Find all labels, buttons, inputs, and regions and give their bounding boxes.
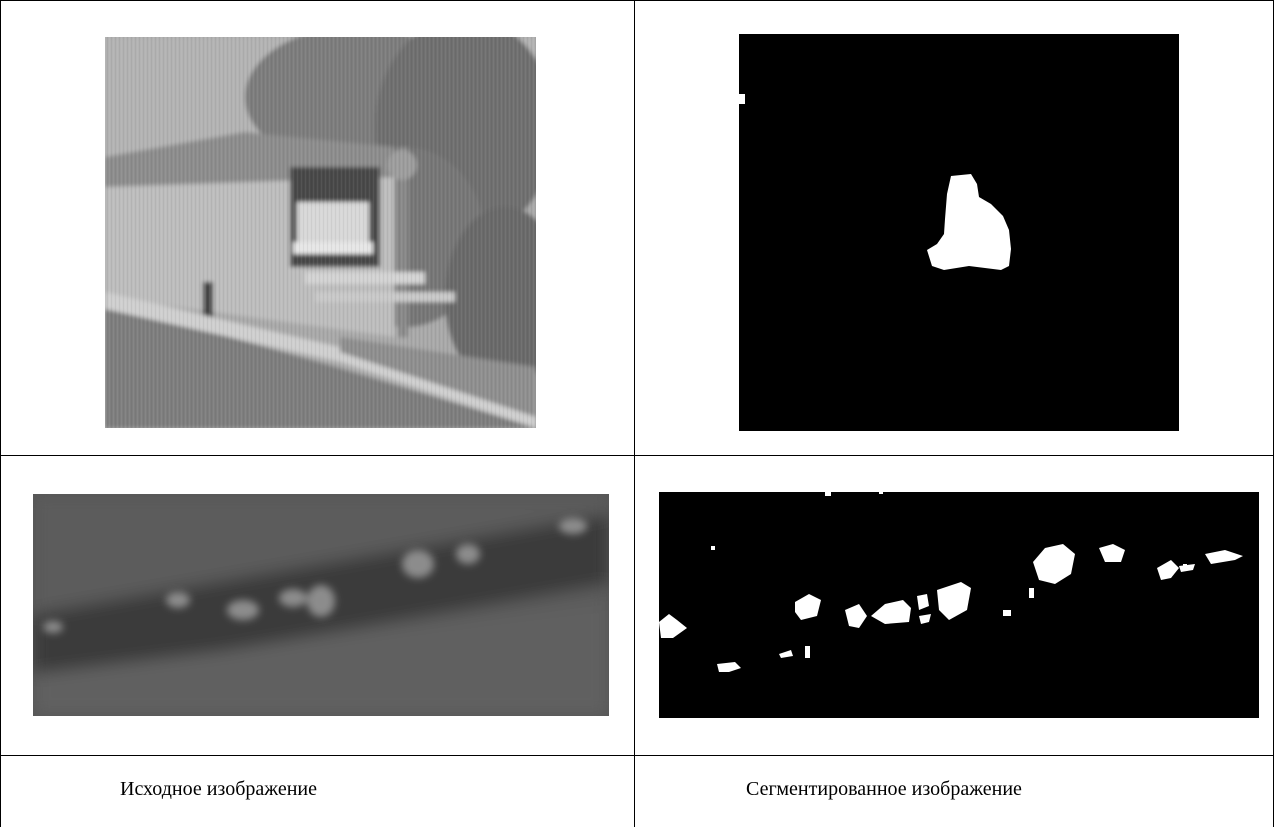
mask-blob-corner (739, 94, 745, 104)
original-image-2 (33, 494, 609, 716)
table-divider-vertical (634, 0, 635, 827)
caption-segmented: Сегментированное изображение (746, 778, 1022, 800)
caption-original: Исходное изображение (120, 778, 317, 800)
original-image-1 (105, 37, 536, 428)
table-divider-row-2 (0, 755, 1274, 756)
segmented-image-2 (659, 492, 1259, 718)
table-divider-row-1 (0, 455, 1274, 456)
mask-blob-main (927, 174, 1011, 270)
segmented-image-1 (739, 34, 1179, 431)
table-border-top (0, 0, 1274, 1)
table-border-left (0, 0, 1, 827)
